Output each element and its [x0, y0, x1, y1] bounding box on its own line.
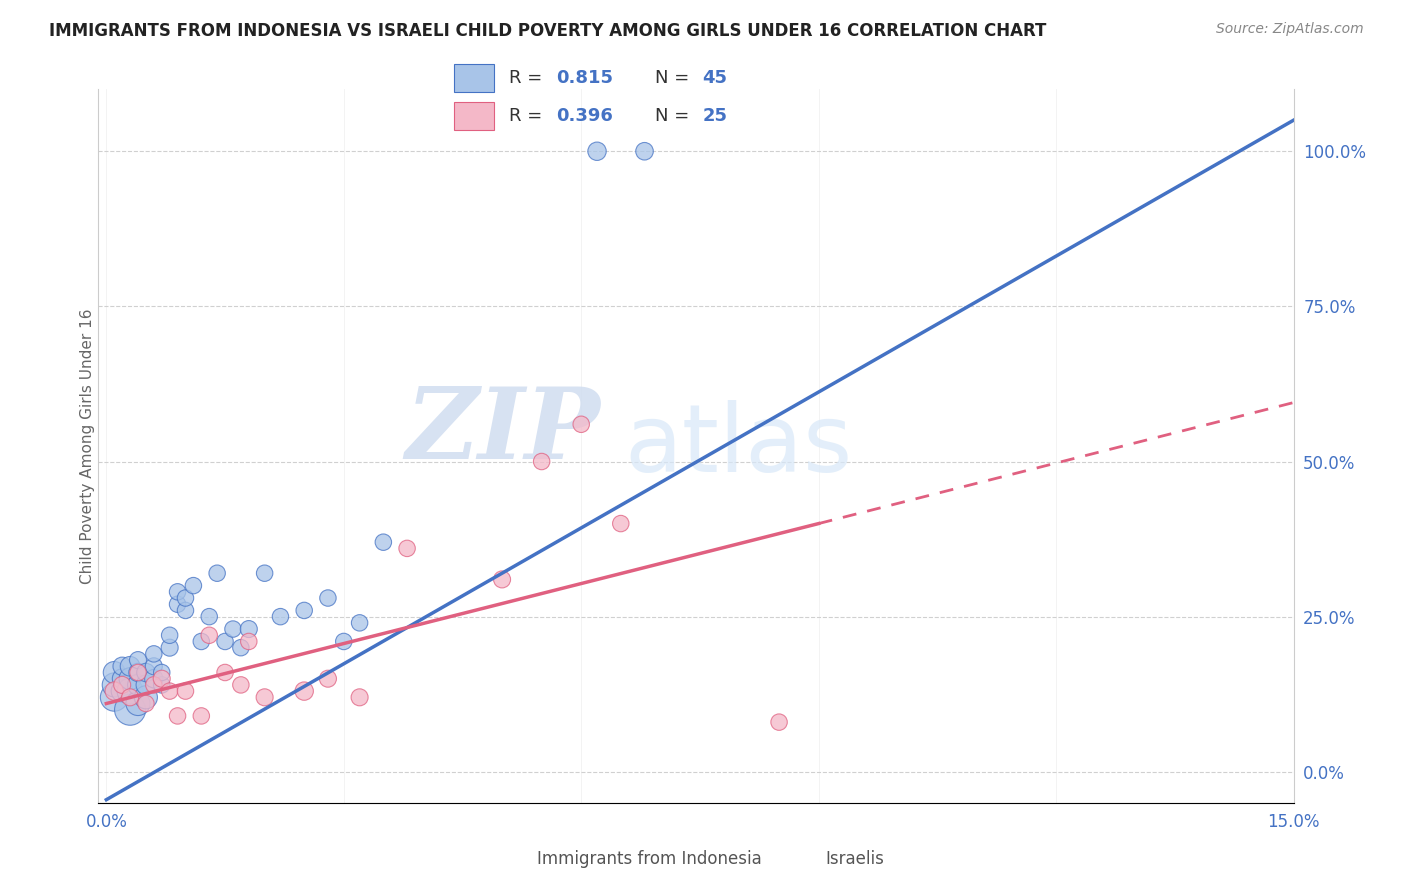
Point: [166, 709, 188, 723]
Point: [229, 678, 252, 692]
Point: [135, 697, 157, 711]
Text: R =: R =: [509, 69, 548, 87]
Point: [373, 535, 395, 549]
Point: [333, 634, 356, 648]
Point: [127, 665, 149, 680]
Point: [190, 634, 212, 648]
Point: [142, 647, 165, 661]
Point: [229, 640, 252, 655]
Point: [111, 684, 134, 698]
Point: [166, 597, 188, 611]
FancyBboxPatch shape: [454, 102, 494, 130]
Point: [135, 665, 157, 680]
Point: [238, 622, 260, 636]
Point: [205, 566, 228, 581]
Point: [174, 591, 197, 605]
Point: [135, 690, 157, 705]
Text: Israelis: Israelis: [825, 850, 884, 868]
Y-axis label: Child Poverty Among Girls Under 16: Child Poverty Among Girls Under 16: [80, 309, 94, 583]
Point: [127, 653, 149, 667]
Point: [127, 665, 149, 680]
Point: [111, 678, 134, 692]
Point: [349, 615, 371, 630]
Point: [190, 709, 212, 723]
Point: [198, 628, 221, 642]
Point: [222, 622, 245, 636]
Point: [150, 672, 173, 686]
Text: Immigrants from Indonesia: Immigrants from Indonesia: [537, 850, 762, 868]
Point: [142, 672, 165, 686]
Point: [142, 678, 165, 692]
Point: [491, 573, 513, 587]
Point: [768, 715, 790, 730]
Point: [610, 516, 633, 531]
Point: [120, 703, 142, 717]
Point: [183, 579, 205, 593]
Point: [253, 690, 276, 705]
Text: Source: ZipAtlas.com: Source: ZipAtlas.com: [1216, 22, 1364, 37]
Point: [103, 684, 125, 698]
Point: [103, 665, 125, 680]
Point: [159, 640, 181, 655]
Text: R =: R =: [509, 107, 548, 125]
Point: [127, 678, 149, 692]
Point: [120, 690, 142, 705]
Point: [269, 609, 291, 624]
Point: [214, 665, 236, 680]
Text: 45: 45: [703, 69, 727, 87]
Point: [292, 684, 315, 698]
Point: [111, 659, 134, 673]
Point: [127, 697, 149, 711]
Point: [103, 690, 125, 705]
Point: [166, 584, 188, 599]
Point: [120, 659, 142, 673]
Text: N =: N =: [655, 107, 695, 125]
Text: IMMIGRANTS FROM INDONESIA VS ISRAELI CHILD POVERTY AMONG GIRLS UNDER 16 CORRELAT: IMMIGRANTS FROM INDONESIA VS ISRAELI CHI…: [49, 22, 1046, 40]
Point: [292, 603, 315, 617]
Point: [349, 690, 371, 705]
Point: [150, 678, 173, 692]
Point: [396, 541, 419, 556]
Point: [174, 603, 197, 617]
Text: atlas: atlas: [624, 400, 852, 492]
Point: [159, 684, 181, 698]
Point: [253, 566, 276, 581]
Point: [214, 634, 236, 648]
Point: [135, 678, 157, 692]
FancyBboxPatch shape: [454, 63, 494, 92]
Point: [150, 665, 173, 680]
Point: [530, 454, 553, 468]
Point: [316, 672, 339, 686]
Point: [159, 628, 181, 642]
Point: [586, 145, 609, 159]
Point: [120, 684, 142, 698]
Text: 25: 25: [703, 107, 727, 125]
Point: [174, 684, 197, 698]
Point: [103, 678, 125, 692]
Point: [633, 145, 655, 159]
Point: [142, 659, 165, 673]
Text: 0.396: 0.396: [557, 107, 613, 125]
Text: N =: N =: [655, 69, 695, 87]
Text: ZIP: ZIP: [405, 384, 600, 480]
Point: [198, 609, 221, 624]
Point: [569, 417, 592, 432]
Text: 0.815: 0.815: [557, 69, 613, 87]
Point: [120, 672, 142, 686]
Point: [316, 591, 339, 605]
Point: [111, 672, 134, 686]
Point: [238, 634, 260, 648]
